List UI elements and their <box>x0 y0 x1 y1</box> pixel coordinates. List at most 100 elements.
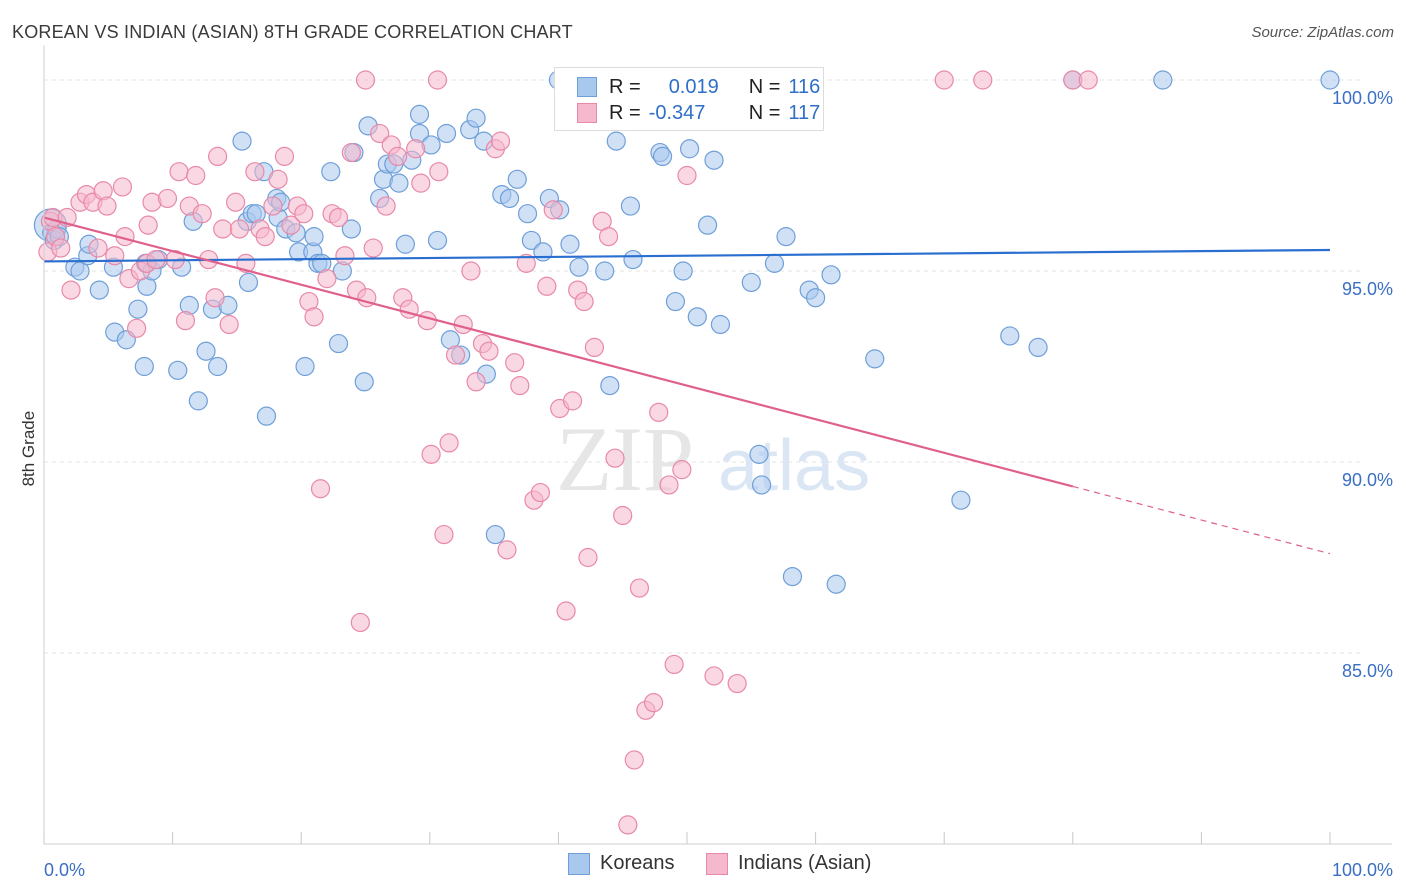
korean-point <box>826 574 846 594</box>
korean-point <box>89 280 109 300</box>
indian-point <box>226 192 246 212</box>
koreans-legend-label: Koreans <box>600 852 675 874</box>
indian-point <box>618 815 638 835</box>
y-tick-label: 85.0% <box>1342 661 1393 681</box>
indian-point <box>268 169 288 189</box>
indians-legend-label: Indians (Asian) <box>738 852 872 874</box>
korean-point <box>295 356 315 377</box>
source-label: Source: ZipAtlas.com <box>1251 24 1394 41</box>
x-tick-label-max: 100.0% <box>1332 860 1393 880</box>
x-tick-label-min: 0.0% <box>44 860 85 880</box>
indian-point <box>649 402 669 422</box>
indian-point <box>317 269 337 289</box>
korean-r-value: 0.019 <box>668 75 719 98</box>
korean-point <box>710 314 731 335</box>
indian-swatch <box>577 103 597 123</box>
legend-item-koreans[interactable]: Koreans <box>568 852 675 875</box>
indian-point <box>578 547 598 568</box>
indian-point <box>263 196 283 216</box>
y-axis-title: 8th Grade <box>19 411 38 487</box>
indian-r-value: -0.347 <box>648 101 706 124</box>
indian-point <box>341 142 361 163</box>
koreans-legend-swatch <box>568 852 590 875</box>
indian-trend-extension <box>1072 485 1331 555</box>
indian-point <box>219 314 239 335</box>
indian-point <box>479 341 499 361</box>
indian-r-label: R = <box>609 101 641 124</box>
indian-point <box>466 372 486 392</box>
korean-point <box>466 108 486 128</box>
legend-item-indians[interactable]: Indians (Asian) <box>706 852 871 875</box>
indian-point <box>574 291 594 312</box>
korean-point <box>782 566 803 587</box>
indian-point <box>61 280 81 300</box>
korean-point <box>805 288 826 308</box>
indian-point <box>417 311 437 331</box>
indian-point <box>429 162 449 182</box>
korean-point <box>533 242 553 262</box>
indian-point <box>973 70 993 90</box>
indian-point <box>497 540 517 560</box>
indian-point <box>672 460 692 480</box>
korean-point <box>328 333 349 354</box>
indian-point <box>105 246 125 266</box>
indian-point <box>537 276 557 296</box>
korean-point <box>232 131 252 151</box>
indian-point <box>350 612 370 633</box>
indian-point <box>175 311 196 331</box>
korean-point <box>321 162 341 182</box>
indian-point <box>126 318 147 338</box>
watermark-zip: ZIP <box>556 408 694 510</box>
korean-point <box>951 490 971 510</box>
indian-point <box>205 288 225 308</box>
korean-point <box>409 104 430 124</box>
korean-point <box>606 131 626 151</box>
korean-point <box>188 391 208 411</box>
indian-point <box>255 227 275 247</box>
korean-point <box>389 173 409 193</box>
korean-point <box>354 372 374 392</box>
indian-point <box>543 200 563 220</box>
korean-point <box>238 272 259 293</box>
indian-point <box>388 146 408 166</box>
indian-point <box>659 475 679 495</box>
indian-point <box>138 215 158 235</box>
korean-point <box>623 249 643 270</box>
korean-point <box>569 257 589 277</box>
y-tick-label: 90.0% <box>1342 470 1393 490</box>
indians-legend-swatch <box>706 852 728 875</box>
korean-point <box>595 261 615 281</box>
indian-point <box>530 482 550 503</box>
indian-point <box>445 345 466 365</box>
indian-point <box>411 173 431 193</box>
indian-point <box>490 131 511 151</box>
korean-r-label: R = <box>609 75 641 98</box>
indian-n-value: 117 <box>788 101 821 124</box>
korean-point <box>1000 326 1020 346</box>
indian-point <box>294 204 314 224</box>
korean-point <box>776 227 796 247</box>
indian-point <box>510 376 530 396</box>
korean-point <box>517 204 538 224</box>
indian-point <box>328 207 349 228</box>
korean-point <box>687 307 707 327</box>
indian-point <box>274 146 295 166</box>
korean-point <box>427 230 448 251</box>
chart-title: KOREAN VS INDIAN (ASIAN) 8TH GRADE CORRE… <box>12 22 573 42</box>
indian-point <box>376 196 396 216</box>
watermark-atlas: atlas <box>718 426 870 506</box>
indian-point <box>704 666 724 686</box>
korean-n-label: N = <box>748 75 781 98</box>
indian-point <box>304 307 324 327</box>
korean-point <box>751 475 772 495</box>
indian-point <box>88 238 108 258</box>
indian-point <box>664 654 684 675</box>
indian-point <box>677 165 697 186</box>
y-tick-label: 100.0% <box>1332 88 1393 108</box>
indian-point <box>516 253 536 273</box>
indian-point <box>421 444 441 464</box>
korean-point <box>741 272 761 293</box>
indian-point <box>934 70 954 90</box>
indian-point <box>1078 70 1098 90</box>
indian-point <box>624 750 644 770</box>
